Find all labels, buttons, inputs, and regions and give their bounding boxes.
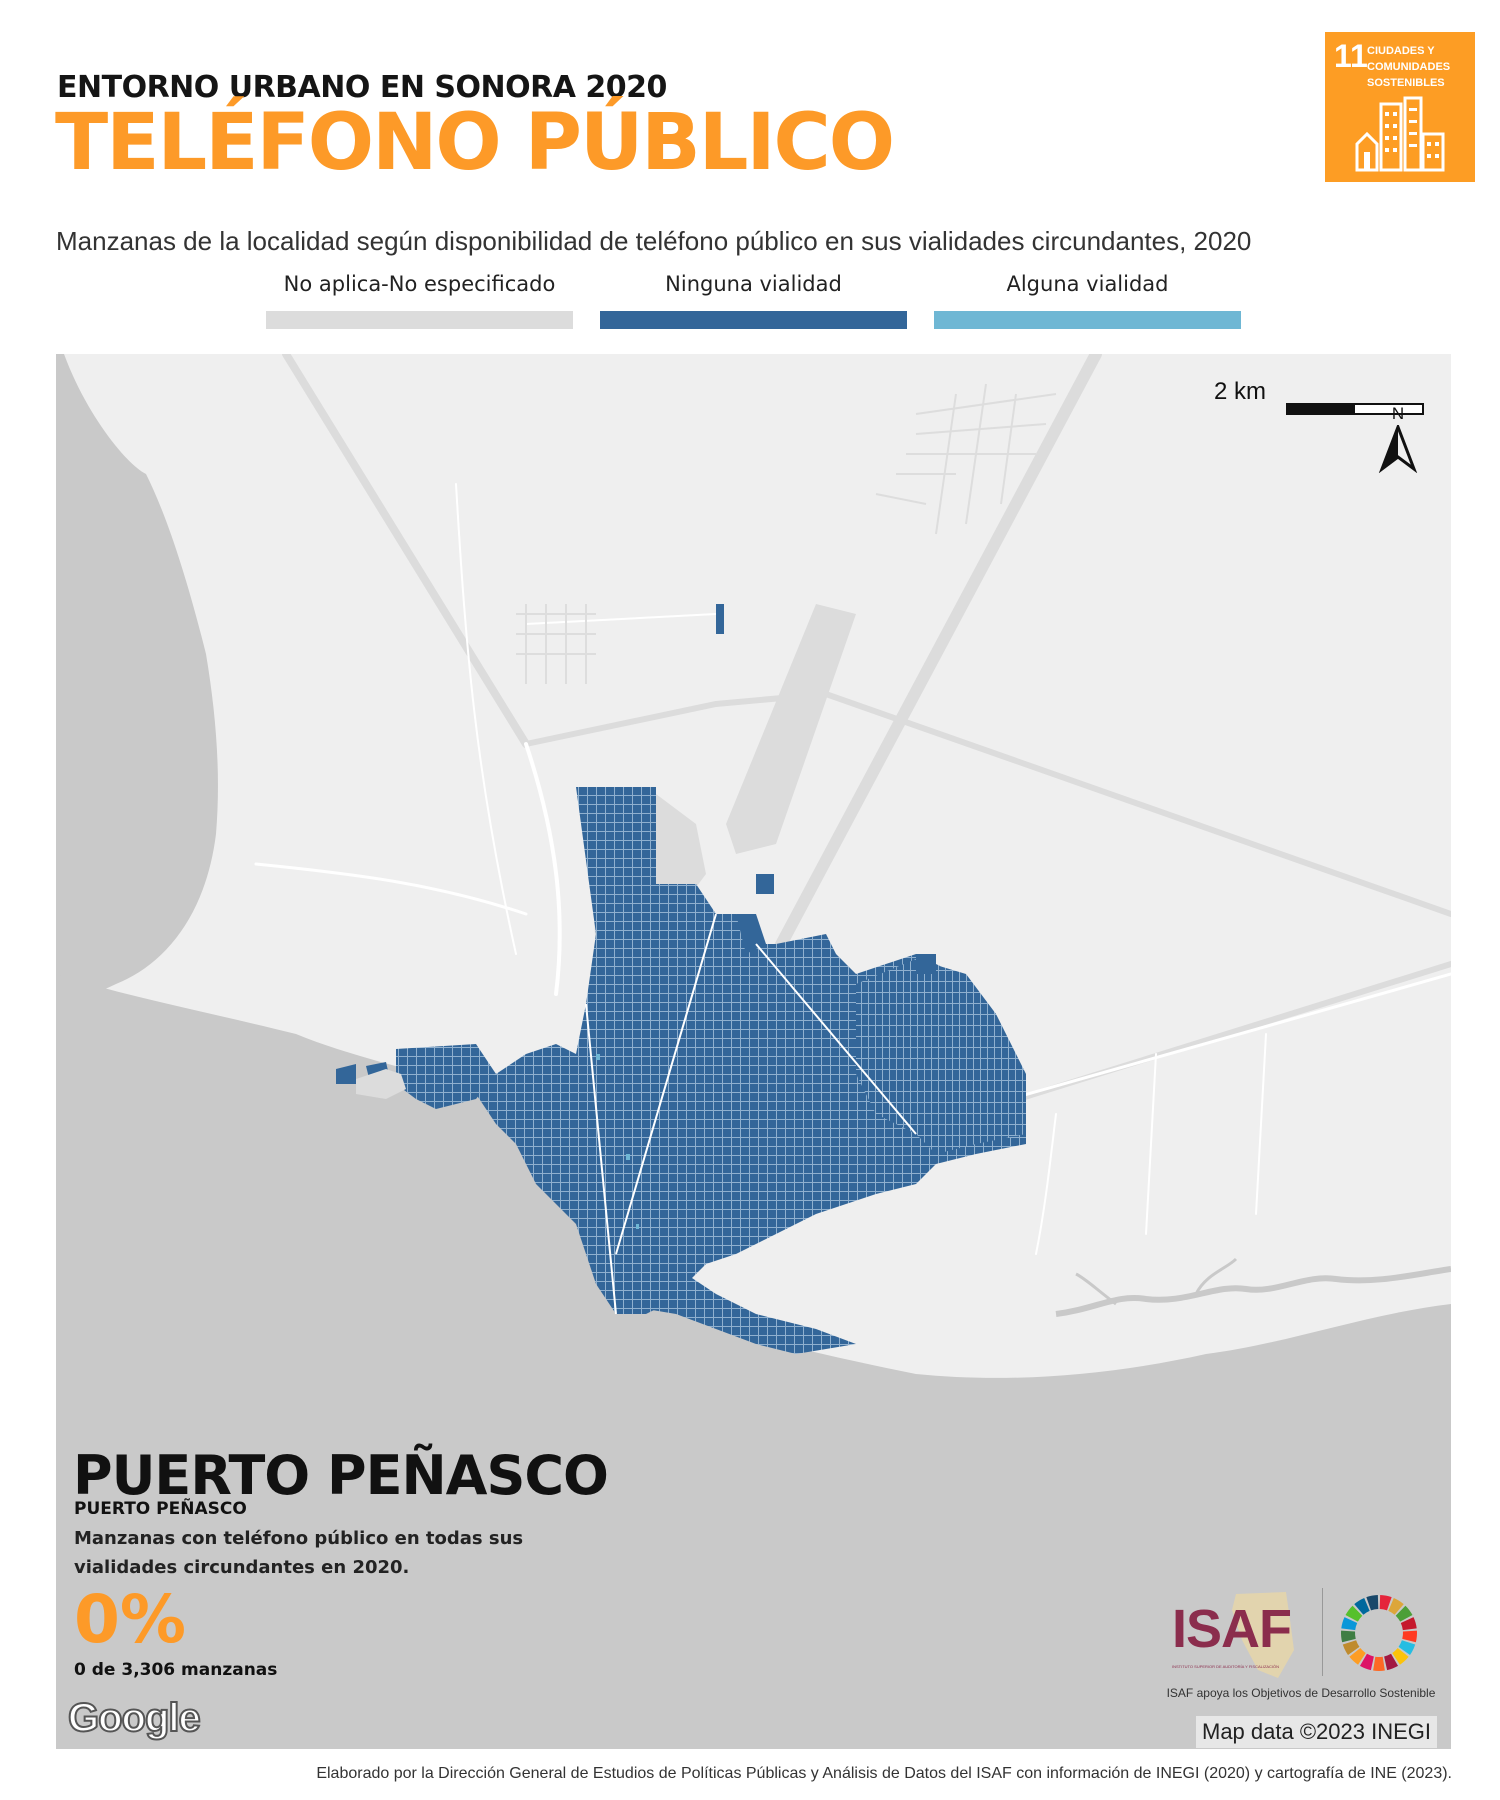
main-avenues xyxy=(585,913,917,1315)
sdg-wheel-segment xyxy=(1379,1595,1392,1611)
map-panel[interactable]: 2 km N PUERTO PEÑASCO PUERTO PEÑASCO Man… xyxy=(56,354,1451,1749)
sdg-wheel-segment xyxy=(1400,1617,1417,1631)
scale-label: 2 km xyxy=(1214,378,1267,405)
sdg-wheel-segment xyxy=(1383,1653,1399,1671)
sdg-wheel-segment xyxy=(1392,1647,1409,1665)
sdg-wheel-segment xyxy=(1341,1630,1356,1643)
sdg-wheel-segment xyxy=(1402,1630,1417,1643)
map-subtitle: Manzanas de la localidad según disponibi… xyxy=(56,226,1252,256)
legend-label: Alguna vialidad xyxy=(1006,272,1169,296)
highway-strip xyxy=(726,604,856,854)
outer-grids xyxy=(516,383,1057,684)
sdg-number: 11 xyxy=(1334,38,1368,74)
map-attribution[interactable]: Map data ©2023 INEGI xyxy=(1196,1716,1438,1748)
beach-not-applicable xyxy=(356,1069,406,1099)
north-arrow: N xyxy=(1373,404,1423,474)
sdg-wheel-segment xyxy=(1349,1647,1366,1665)
sdg-wheel-segment xyxy=(1366,1595,1379,1611)
logos-panel: ISAF INSTITUTO SUPERIOR DE AUDITORÍA Y F… xyxy=(1156,1588,1446,1703)
indicator-percentage: 0% xyxy=(74,1581,187,1658)
north-arrow-icon xyxy=(1378,425,1418,473)
estuary-water xyxy=(56,354,218,1002)
sdg-wheel-icon xyxy=(1341,1595,1417,1671)
sdg-wheel-segment xyxy=(1345,1605,1363,1622)
isaf-logo: ISAF xyxy=(1172,1599,1292,1659)
legend-item-alguna: Alguna vialidad xyxy=(934,272,1241,329)
main-title: TELÉFONO PÚBLICO xyxy=(55,98,895,188)
sea-water xyxy=(56,974,1451,1749)
sdg-wheel-segment xyxy=(1398,1640,1416,1655)
basemap xyxy=(56,354,1451,1749)
sdg-wheel-segment xyxy=(1388,1597,1404,1615)
legend-swatch xyxy=(266,311,573,329)
sdg-wheel-segment xyxy=(1359,1653,1375,1671)
urban-blocks xyxy=(336,604,1026,1354)
sdg-11-badge: 11 CIUDADES Y COMUNIDADES SOSTENIBLES xyxy=(1325,32,1475,182)
legend-swatch xyxy=(600,311,907,329)
sdg-wheel-segment xyxy=(1341,1617,1358,1631)
locality-name: PUERTO PEÑASCO xyxy=(73,1444,609,1507)
scale-bar: 2 km xyxy=(1214,376,1444,415)
legend-label: No aplica-No especificado xyxy=(283,272,556,296)
logo-divider xyxy=(1322,1588,1323,1676)
isaf-fullname: INSTITUTO SUPERIOR DE AUDITORÍA Y FISCAL… xyxy=(1172,1664,1280,1669)
legend-swatch xyxy=(934,311,1241,329)
indicator-description: Manzanas con teléfono público en todas s… xyxy=(74,1528,524,1578)
sdg-wheel-segment xyxy=(1342,1640,1360,1655)
block-count: 0 de 3,306 manzanas xyxy=(74,1660,278,1680)
river-channel xyxy=(1055,1266,1451,1317)
sdg-wheel-segment xyxy=(1354,1597,1370,1615)
legend-item-no-aplica: No aplica-No especificado xyxy=(266,272,573,329)
footer-credits: Elaborado por la Dirección General de Es… xyxy=(316,1765,1452,1782)
kicker-title: ENTORNO URBANO EN SONORA 2020 xyxy=(57,70,667,105)
sdg-wheel-segment xyxy=(1395,1605,1413,1622)
scale-graphic xyxy=(1286,403,1424,415)
municipality-name: PUERTO PEÑASCO xyxy=(74,1499,247,1519)
city-buildings-icon xyxy=(1355,96,1445,172)
legend-item-ninguna: Ninguna vialidad xyxy=(600,272,907,329)
isaf-tagline: ISAF apoya los Objetivos de Desarrollo S… xyxy=(1166,1686,1436,1700)
sdg-label: CIUDADES Y COMUNIDADES SOSTENIBLES xyxy=(1367,45,1451,89)
some-road-blocks xyxy=(596,1054,639,1229)
north-label: N xyxy=(1391,404,1405,423)
legend-label: Ninguna vialidad xyxy=(665,272,842,296)
river-branch xyxy=(1075,1257,1238,1306)
sonora-map-icon xyxy=(1232,1592,1294,1678)
google-logo[interactable]: Google xyxy=(67,1695,202,1741)
